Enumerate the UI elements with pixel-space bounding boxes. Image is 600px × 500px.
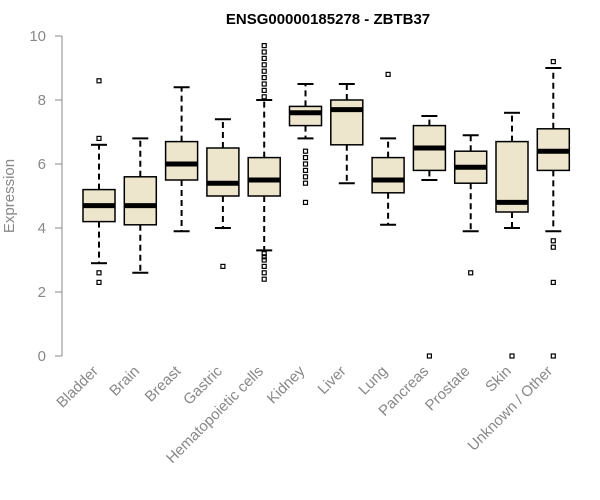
box-iqr xyxy=(164,140,199,181)
outlier-point xyxy=(385,71,391,78)
box-prostate xyxy=(453,134,488,276)
box-lung xyxy=(371,71,405,226)
outlier-point xyxy=(550,58,556,65)
chart-title: ENSG00000185278 - ZBTB37 xyxy=(226,11,430,28)
y-tick-label: 6 xyxy=(38,156,46,173)
outlier-point xyxy=(550,353,556,359)
box-skin xyxy=(495,111,529,359)
outlier-point xyxy=(426,353,432,359)
y-axis: 0 2 4 6 8 10 xyxy=(29,28,63,365)
outlier-point xyxy=(261,49,267,55)
outlier-point xyxy=(96,279,102,285)
outlier-point xyxy=(261,42,267,49)
outlier-point xyxy=(261,87,267,94)
outlier-point xyxy=(261,55,267,62)
y-tick-label: 4 xyxy=(38,220,46,237)
outlier-point xyxy=(302,180,309,186)
box-iqr xyxy=(247,156,281,197)
outlier-point xyxy=(261,263,267,269)
x-tick-label: Prostate xyxy=(422,363,474,415)
x-tick-label: Liver xyxy=(315,363,350,398)
x-tick-label: Bladder xyxy=(53,363,102,412)
y-tick-label: 2 xyxy=(38,284,46,301)
box-iqr xyxy=(371,156,405,194)
box-brain xyxy=(123,137,158,274)
box-breast xyxy=(164,86,199,233)
box-kidney xyxy=(288,83,323,205)
outlier-point xyxy=(302,155,309,161)
box-iqr xyxy=(288,105,323,127)
outlier-point xyxy=(261,276,267,282)
outlier-point xyxy=(261,270,267,276)
outlier-point xyxy=(261,254,267,260)
box-gastric xyxy=(206,118,240,269)
outlier-point xyxy=(261,81,267,87)
outlier-point xyxy=(302,174,309,180)
outlier-point xyxy=(550,279,556,285)
outlier-point xyxy=(96,135,102,141)
outlier-point xyxy=(302,167,309,173)
outlier-point xyxy=(261,94,267,100)
outlier-point xyxy=(220,263,226,269)
outlier-point xyxy=(96,78,102,84)
y-tick-label: 0 xyxy=(38,348,46,365)
box-pancreas xyxy=(412,115,447,359)
outlier-point xyxy=(302,199,309,205)
outlier-point xyxy=(509,353,515,359)
box-series xyxy=(82,42,571,359)
x-tick-label: Brain xyxy=(106,363,143,400)
box-iqr xyxy=(330,99,364,146)
box-unknown-other xyxy=(536,58,571,359)
outlier-point xyxy=(261,62,267,68)
outlier-point xyxy=(261,251,267,257)
outlier-point xyxy=(261,257,267,263)
y-tick-label: 8 xyxy=(38,92,46,109)
box-iqr xyxy=(123,176,158,226)
box-bladder xyxy=(82,78,116,285)
outlier-point xyxy=(261,68,267,74)
x-tick-label: Kidney xyxy=(264,362,309,407)
box-hematopoietic-cells xyxy=(247,42,281,282)
x-tick-label: Lung xyxy=(355,363,391,399)
x-tick-label: Skin xyxy=(482,363,515,396)
outlier-point xyxy=(468,270,474,276)
outlier-point xyxy=(302,161,309,167)
outlier-point xyxy=(302,148,309,154)
y-tick-label: 10 xyxy=(29,28,46,45)
outlier-point xyxy=(96,270,102,276)
box-liver xyxy=(330,83,364,185)
outlier-point xyxy=(550,238,556,244)
y-axis-label: Expression xyxy=(1,159,18,233)
x-tick-label: Breast xyxy=(142,362,185,405)
outlier-point xyxy=(261,74,267,81)
outlier-point xyxy=(550,244,556,250)
box-iqr xyxy=(206,147,240,197)
